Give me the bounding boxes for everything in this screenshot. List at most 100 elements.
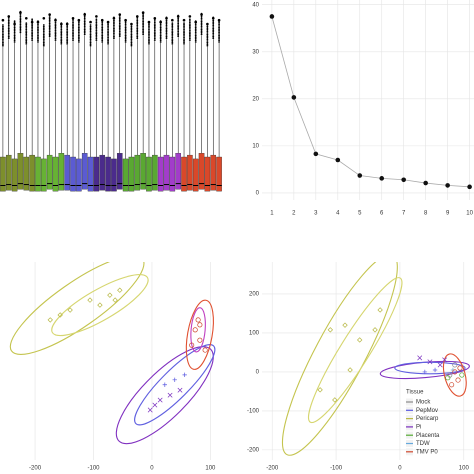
outlier: [89, 28, 92, 31]
confidence-ellipse: [9, 262, 145, 356]
point: [327, 327, 334, 333]
x-tick-label: -200: [29, 466, 42, 472]
outlier: [177, 22, 180, 25]
outlier: [95, 39, 98, 41]
box: [122, 158, 129, 192]
outlier: [95, 28, 98, 30]
outlier: [159, 29, 162, 32]
outlier: [89, 32, 92, 34]
outlier: [42, 33, 45, 36]
outlier: [200, 31, 203, 34]
outlier: [42, 40, 45, 42]
x-tick-label: 10: [466, 211, 473, 217]
x-tick-label: 100: [205, 466, 216, 472]
outlier: [89, 44, 92, 47]
outlier: [13, 25, 16, 27]
box: [76, 158, 82, 192]
outlier: [113, 29, 115, 32]
x-tick-label: 0: [150, 466, 154, 472]
outlier: [113, 22, 115, 25]
outlier: [83, 30, 86, 33]
outlier: [194, 23, 197, 26]
outlier: [89, 33, 92, 36]
outlier: [118, 30, 121, 33]
point: [291, 95, 297, 100]
point: [445, 375, 451, 381]
outlier: [60, 39, 63, 42]
outlier: [37, 28, 39, 31]
outlier: [101, 21, 104, 24]
outlier: [212, 30, 215, 33]
outlier: [124, 31, 127, 34]
outlier: [42, 27, 45, 30]
outlier: [31, 34, 34, 37]
outlier: [113, 19, 115, 22]
outlier: [136, 30, 139, 33]
box: [46, 154, 53, 190]
outlier: [171, 35, 174, 37]
outlier: [113, 21, 115, 24]
box: [140, 153, 146, 190]
outlier: [171, 38, 174, 40]
outlier: [54, 29, 57, 32]
outlier: [165, 30, 168, 33]
outlier: [206, 44, 209, 47]
x-tick-label: 8: [424, 211, 428, 217]
outlier: [66, 41, 69, 44]
scatter-panel: [262, 262, 474, 460]
point: [459, 372, 465, 378]
outlier: [177, 21, 180, 23]
outlier: [95, 34, 98, 37]
outlier: [188, 37, 191, 40]
point: [192, 327, 198, 333]
max-outlier: [159, 20, 162, 24]
outlier: [72, 31, 74, 33]
outlier: [118, 25, 121, 28]
outlier: [25, 25, 28, 28]
outlier: [218, 23, 220, 26]
outlier: [66, 31, 69, 34]
outlier: [177, 24, 180, 26]
box: [87, 156, 94, 192]
box: [70, 156, 76, 192]
outlier: [188, 34, 191, 37]
outlier: [188, 36, 191, 38]
legend-title: Tissue: [406, 390, 424, 396]
point: [357, 173, 363, 178]
outlier: [183, 43, 185, 45]
outlier: [159, 34, 162, 37]
outlier: [130, 36, 133, 39]
outlier: [7, 18, 10, 20]
box-panel: [0, 10, 222, 192]
outlier: [89, 43, 92, 46]
outlier: [89, 30, 92, 33]
outlier: [159, 31, 162, 34]
box: [58, 153, 65, 191]
outlier: [206, 25, 209, 28]
outlier: [212, 21, 215, 24]
outlier: [113, 32, 115, 35]
outlier: [77, 37, 80, 40]
box: [192, 158, 199, 192]
outlier: [48, 29, 51, 31]
outlier: [183, 33, 185, 36]
box: [41, 158, 47, 192]
outlier: [183, 28, 185, 31]
point: [427, 359, 433, 365]
outlier: [19, 25, 22, 27]
outlier: [19, 18, 22, 21]
y-tick-label: 0: [256, 191, 260, 197]
outlier: [148, 25, 150, 28]
outlier: [89, 38, 92, 41]
outlier: [206, 40, 209, 42]
outlier: [37, 39, 39, 42]
outlier: [194, 28, 197, 31]
outlier: [95, 31, 98, 33]
max-outlier: [60, 22, 63, 26]
box: [198, 153, 205, 190]
y-tick-label: 0: [256, 369, 260, 375]
outlier: [37, 31, 39, 34]
outlier: [25, 43, 28, 45]
outlier: [194, 31, 197, 34]
max-outlier: [153, 17, 157, 20]
